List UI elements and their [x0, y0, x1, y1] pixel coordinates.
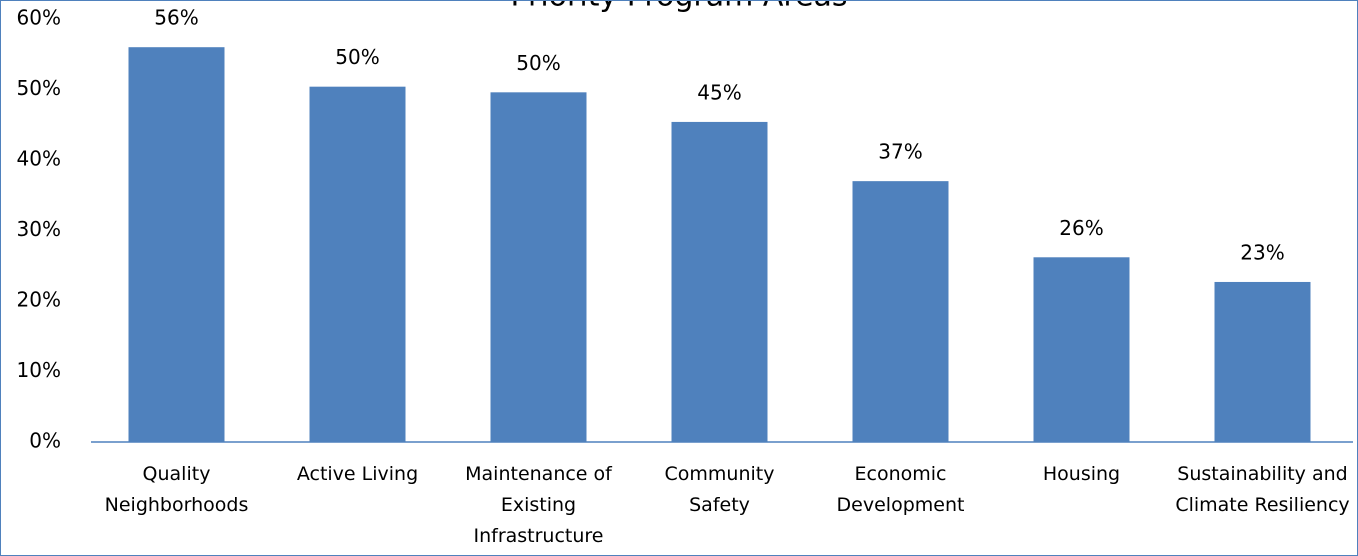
chart-title: Priority Program Areas	[510, 1, 847, 14]
x-tick-label: Economic Development	[836, 463, 965, 516]
y-tick-label: 40%	[17, 147, 61, 171]
bar	[852, 181, 949, 442]
bar	[490, 92, 587, 442]
bar	[128, 47, 225, 442]
value-label: 50%	[335, 45, 379, 69]
y-tick-label: 30%	[17, 217, 61, 241]
value-label: 26%	[1059, 216, 1103, 240]
y-tick-label: 60%	[17, 6, 61, 30]
x-tick-label: Sustainability and Climate Resiliency	[1175, 463, 1350, 516]
x-tick-label: Active Living	[296, 463, 419, 485]
value-label: 56%	[154, 6, 198, 30]
x-tick-label: Community Safety	[664, 463, 775, 516]
bar	[309, 86, 406, 443]
y-tick-label: 20%	[17, 288, 61, 312]
x-tick-label: Housing	[1042, 463, 1121, 485]
bar	[671, 121, 768, 443]
value-label: 37%	[878, 140, 922, 164]
value-label: 23%	[1240, 240, 1284, 264]
y-tick-label: 50%	[17, 76, 61, 100]
value-label: 50%	[516, 51, 560, 75]
y-tick-label: 10%	[17, 358, 61, 382]
bar	[1214, 281, 1311, 442]
bar	[1033, 257, 1130, 442]
x-tick-label: Maintenance of Existing Infrastructure	[465, 463, 612, 547]
x-tick-label: Quality Neighborhoods	[104, 463, 249, 516]
y-tick-label: 0%	[29, 429, 61, 453]
value-label: 45%	[697, 80, 741, 104]
